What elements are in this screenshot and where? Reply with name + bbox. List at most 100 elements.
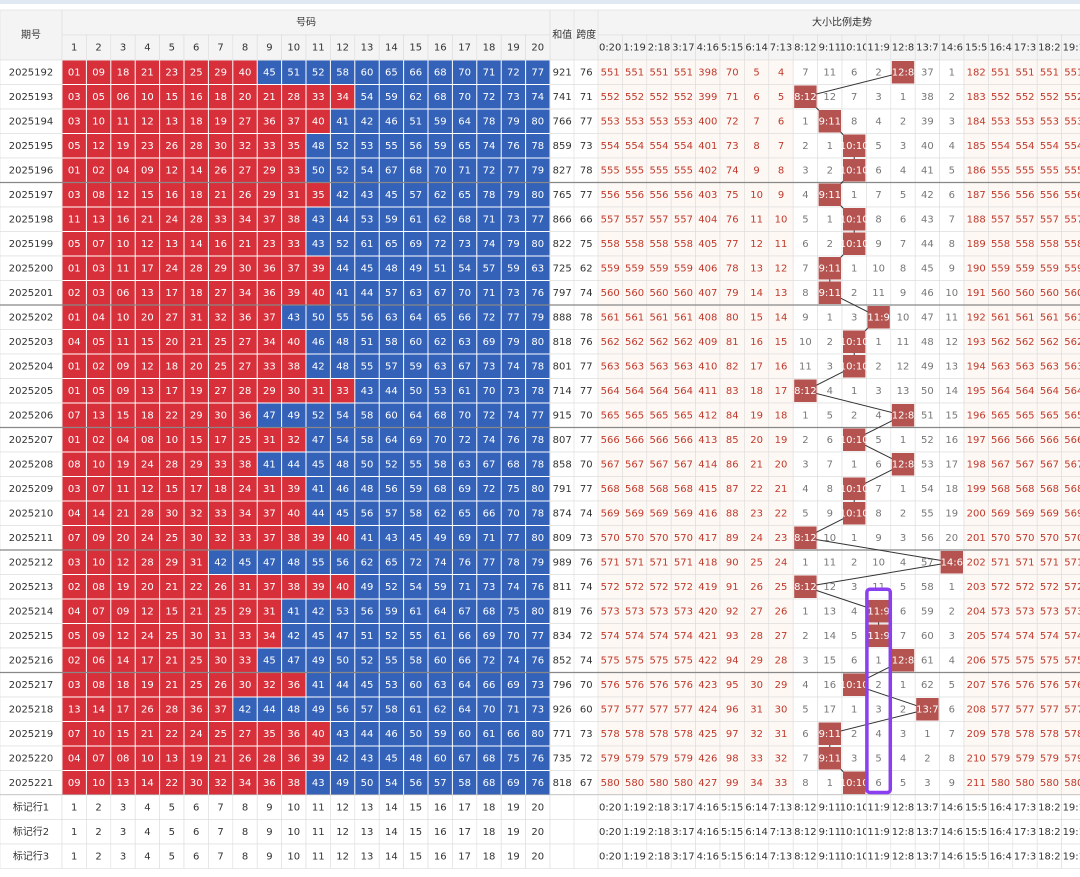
- omission: 574: [1040, 631, 1059, 642]
- omission: 10: [775, 214, 788, 225]
- omission: 557: [601, 214, 620, 225]
- ball-cell: [330, 256, 355, 280]
- ball-cell: [160, 501, 184, 525]
- ball-cell: [330, 281, 355, 305]
- issue-cell: [0, 84, 63, 110]
- sum: 725: [553, 263, 572, 274]
- omission: 195: [967, 386, 986, 397]
- sum: 819: [553, 606, 572, 617]
- big-number: 70: [434, 165, 447, 176]
- ball-cell: [306, 281, 330, 305]
- small-number: 38: [239, 459, 252, 470]
- small-number: 10: [92, 729, 105, 740]
- trend-cell: [1012, 329, 1038, 355]
- omission: 4: [875, 116, 881, 127]
- sum: 888: [553, 312, 572, 323]
- big-number: 63: [409, 288, 422, 299]
- marker-number: 13: [361, 827, 374, 838]
- small-number: 18: [190, 288, 203, 299]
- big-number: 72: [483, 655, 496, 666]
- omission: 2: [949, 606, 955, 617]
- small-number: 12: [165, 165, 178, 176]
- sum: 801: [553, 361, 572, 372]
- omission: 559: [674, 263, 693, 274]
- omission: 579: [1064, 753, 1080, 764]
- small-number: 34: [239, 778, 252, 789]
- ball-cell: [111, 134, 135, 158]
- small-number: 31: [263, 606, 276, 617]
- sum-cell: [549, 451, 575, 477]
- big-number: 80: [531, 337, 544, 348]
- ball-cell: [111, 85, 135, 109]
- small-number: 36: [263, 778, 276, 789]
- ball-cell: [184, 305, 208, 329]
- span-cell: [573, 157, 599, 183]
- omission: 2: [851, 557, 857, 568]
- omission: 571: [601, 557, 620, 568]
- omission: 578: [1040, 729, 1059, 740]
- big-number: 45: [385, 190, 398, 201]
- ball-cell: [330, 599, 355, 623]
- big-number: 64: [434, 606, 447, 617]
- omission: 6: [949, 190, 955, 201]
- big-number: 70: [458, 67, 471, 78]
- marker-number: 11: [312, 802, 325, 813]
- ball-cell: [184, 109, 208, 133]
- span: 70: [580, 410, 593, 421]
- ball-cell: [428, 599, 452, 623]
- ball-cell: [501, 305, 526, 329]
- omission: 559: [601, 263, 620, 274]
- marker-ratio: 18:2: [1038, 851, 1060, 862]
- omission: 1: [827, 778, 833, 789]
- big-number: 54: [336, 435, 349, 446]
- marker-ratio: 6:14: [745, 851, 767, 862]
- big-number: 58: [385, 337, 398, 348]
- small-number: 15: [165, 606, 178, 617]
- omission: 1: [924, 729, 930, 740]
- trend-cell: [939, 476, 965, 502]
- omission: 81: [726, 337, 739, 348]
- hit-ratio: 10:10: [840, 165, 869, 176]
- omission: 576: [1015, 680, 1034, 691]
- omission: 32: [750, 729, 763, 740]
- ball-cell: [379, 109, 404, 133]
- ball-cell: [355, 207, 379, 231]
- trend-cell: [792, 231, 818, 257]
- big-number: 56: [409, 141, 422, 152]
- trend-cell: [890, 427, 916, 453]
- trend-cell: [744, 231, 770, 257]
- small-number: 30: [214, 410, 227, 421]
- ball-cell: [379, 428, 404, 452]
- trend-cell: [744, 206, 770, 232]
- omission: 8: [753, 141, 759, 152]
- omission: 199: [967, 484, 986, 495]
- big-number: 48: [385, 263, 398, 274]
- big-number: 41: [336, 116, 349, 127]
- omission: 577: [1040, 704, 1059, 715]
- trend-cell: [890, 329, 916, 355]
- omission: 423: [698, 680, 717, 691]
- omission: 200: [967, 508, 986, 519]
- omission: 2: [827, 165, 833, 176]
- sum-cell: [549, 133, 575, 159]
- small-number: 03: [68, 92, 81, 103]
- omission: 551: [649, 67, 668, 78]
- small-number: 02: [92, 435, 105, 446]
- big-number: 72: [483, 92, 496, 103]
- ball-cell: [404, 428, 428, 452]
- big-number: 43: [287, 312, 300, 323]
- small-number: 39: [312, 582, 325, 593]
- small-number: 17: [190, 484, 203, 495]
- ball-cell: [355, 354, 379, 378]
- small-number: 21: [263, 92, 276, 103]
- trend-cell: [1012, 157, 1038, 183]
- trend-cell: [963, 402, 989, 428]
- trend-cell: [792, 108, 818, 134]
- small-number: 08: [141, 435, 154, 446]
- trend-cell: [719, 574, 745, 600]
- ball-cell: [282, 207, 306, 231]
- small-number: 15: [117, 729, 130, 740]
- marker-number: 9: [266, 851, 272, 862]
- small-number: 21: [239, 239, 252, 250]
- omission: 7: [802, 753, 808, 764]
